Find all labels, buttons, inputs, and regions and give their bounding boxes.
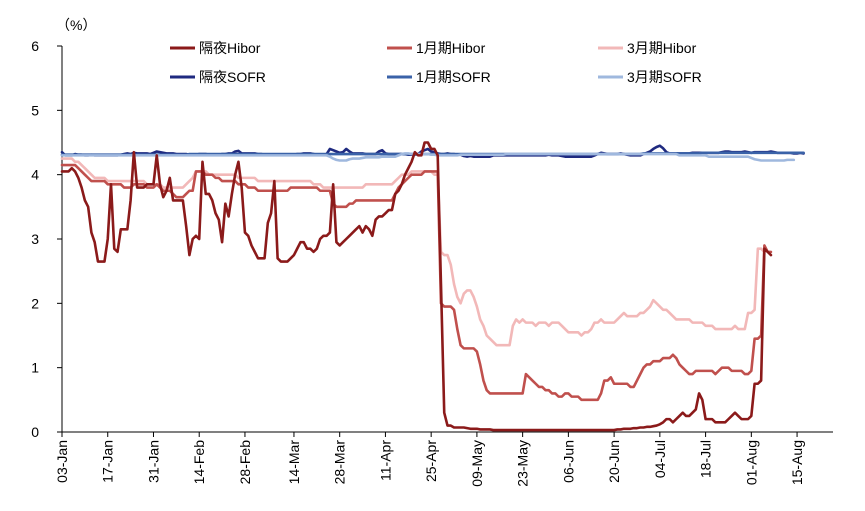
series-lines: [60, 141, 805, 432]
x-tick-label: 28-Mar: [332, 440, 348, 485]
x-tick-label: 25-Apr: [423, 440, 439, 482]
legend-label: 3月期SOFR: [627, 69, 702, 85]
y-unit-label: （%）: [56, 17, 96, 33]
legend-label: 3月期Hibor: [627, 40, 697, 56]
x-tick-label: 14-Mar: [286, 440, 302, 485]
x-tick-label: 09-May: [469, 440, 485, 487]
x-tick-label: 01-Aug: [743, 440, 759, 485]
x-tick-label: 14-Feb: [191, 440, 207, 485]
series-line-2: [60, 163, 773, 402]
x-tick-label: 11-Apr: [377, 440, 393, 481]
y-tick-label: 1: [31, 360, 39, 376]
y-tick-label: 3: [31, 231, 39, 247]
legend: 隔夜Hibor 1月期Hibor 3月期Hibor 隔夜SOFR 1月期SOFR 3月期S…: [170, 40, 702, 85]
y-axis: 0 1 2 3 4 5 6: [31, 38, 63, 440]
x-tick-label: 15-Aug: [789, 440, 805, 485]
y-tick-label: 2: [31, 295, 39, 311]
y-tick-label: 4: [31, 167, 39, 183]
legend-label: 1月期SOFR: [416, 69, 491, 85]
series-line-3: [60, 157, 766, 347]
x-tick-label: 23-May: [515, 440, 531, 487]
y-tick-label: 5: [31, 102, 39, 118]
legend-label: 1月期Hibor: [416, 40, 486, 56]
y-tick-label: 6: [31, 38, 39, 54]
legend-label: 隔夜Hibor: [199, 40, 261, 56]
series-line-1: [60, 141, 773, 432]
series-line-6: [60, 152, 796, 162]
x-tick-label: 28-Feb: [237, 440, 253, 485]
x-tick-label: 06-Jun: [560, 440, 576, 483]
x-tick-label: 31-Jan: [145, 440, 161, 483]
x-tick-label: 17-Jan: [100, 440, 116, 483]
x-tick-label: 03-Jan: [54, 440, 70, 483]
x-tick-label: 18-Jul: [698, 440, 714, 478]
x-tick-label: 04-Jul: [652, 440, 668, 478]
legend-label: 隔夜SOFR: [199, 69, 266, 85]
y-tick-label: 0: [31, 424, 39, 440]
x-axis: 03-Jan 17-Jan 31-Jan 14-Feb 28-Feb 14-Mar 28-M…: [54, 431, 833, 487]
x-tick-label: 20-Jun: [606, 440, 622, 483]
